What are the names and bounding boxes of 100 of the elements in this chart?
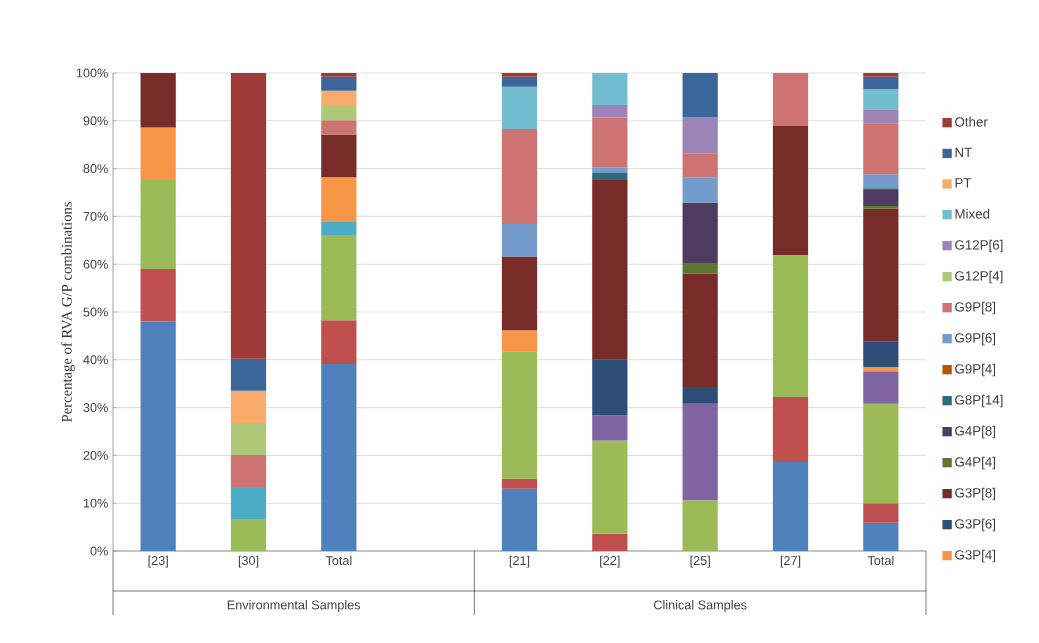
- bar: [682, 273, 718, 388]
- y-tick-label: 30%: [83, 403, 108, 413]
- y-tick-label: 80%: [83, 164, 108, 174]
- bar: [230, 390, 267, 423]
- bar: [230, 73, 267, 359]
- bar: [501, 256, 538, 331]
- bar: [592, 105, 628, 118]
- bar: [682, 500, 718, 551]
- bar: [321, 177, 357, 222]
- bar: [230, 518, 267, 551]
- bar: [592, 167, 628, 173]
- bar: [321, 73, 357, 77]
- bar: [140, 127, 176, 181]
- bar: [230, 422, 267, 455]
- bar: [140, 180, 176, 269]
- y-tick-label: 0%: [90, 546, 108, 556]
- bar: [863, 208, 899, 342]
- x-tick-label: [21]: [509, 555, 530, 568]
- x-tick-label: [22]: [600, 555, 620, 568]
- legend-label: G9P[8]: [955, 301, 996, 315]
- bar: [140, 268, 176, 322]
- bar: [321, 235, 357, 321]
- bar: [501, 128, 538, 225]
- y-tick-label: 50%: [83, 307, 108, 317]
- bar: [592, 73, 628, 106]
- y-tick-label: 40%: [83, 355, 108, 365]
- bar: [772, 462, 809, 551]
- legend-label: G3P[6]: [955, 518, 996, 532]
- text: Environmental Samples: [227, 600, 361, 612]
- bar: [501, 488, 538, 551]
- bar: [863, 76, 899, 90]
- bar: [592, 359, 628, 416]
- y-tick-label: 70%: [83, 211, 108, 221]
- legend-label: G8P[14]: [955, 394, 1003, 408]
- bar: [863, 89, 899, 110]
- x-tick-label: [25]: [690, 555, 710, 568]
- bar: [321, 76, 357, 91]
- y-tick-label: 20%: [83, 450, 108, 460]
- x-tick-label: [23]: [148, 555, 168, 568]
- legend-label: G9P[6]: [955, 332, 996, 346]
- bar: [592, 117, 628, 168]
- legend-label: G4P[4]: [955, 456, 996, 470]
- legend-label: G12P[6]: [955, 239, 1003, 253]
- bar: [863, 73, 899, 77]
- bar: [863, 174, 899, 189]
- legend-label: G9P[4]: [955, 363, 996, 377]
- bar: [592, 180, 628, 360]
- legend-label: G12P[4]: [955, 270, 1003, 284]
- bar: [682, 177, 718, 203]
- bar: [230, 486, 267, 519]
- y-tick-label: 60%: [83, 259, 108, 269]
- y-tick-label: 10%: [83, 498, 108, 508]
- bar: [863, 403, 899, 504]
- bar: [501, 330, 538, 352]
- bar: [321, 364, 357, 551]
- bar: [501, 478, 538, 489]
- y-axis-title: Percentage of RVA G/P combinations: [61, 202, 75, 423]
- x-tick-label: [30]: [238, 555, 259, 568]
- x-tick-label: Total: [325, 555, 352, 566]
- y-tick-label: 100%: [76, 68, 108, 78]
- bar: [592, 415, 628, 441]
- bar: [863, 371, 899, 404]
- bar: [592, 440, 628, 534]
- legend-label: NT: [955, 147, 972, 158]
- bar: [682, 153, 718, 178]
- bar: [321, 134, 357, 178]
- bar: [863, 341, 899, 367]
- legend-label: G3P[4]: [955, 549, 996, 563]
- bar: [772, 255, 809, 398]
- legend-label: G4P[8]: [955, 425, 996, 439]
- x-tick-label: Total: [867, 555, 894, 566]
- bar: [592, 172, 628, 181]
- bar: [321, 105, 357, 121]
- bar: [682, 387, 718, 404]
- legend-label: G3P[8]: [955, 487, 996, 501]
- bar: [321, 120, 357, 135]
- bar: [321, 320, 357, 365]
- bar: [682, 403, 718, 501]
- bar: [592, 533, 628, 551]
- bar: [772, 397, 809, 463]
- bar: [772, 126, 809, 256]
- bar: [772, 73, 809, 127]
- bar: [140, 73, 176, 128]
- bar: [501, 351, 538, 479]
- legend-label: Mixed: [955, 208, 990, 219]
- y-tick-label: 90%: [83, 116, 108, 126]
- bar: [501, 86, 538, 129]
- bar: [682, 202, 718, 264]
- bar: [682, 117, 718, 154]
- bar: [230, 358, 267, 391]
- bar: [501, 224, 538, 257]
- bar: [501, 76, 538, 87]
- bar: [863, 366, 899, 372]
- bar: [863, 123, 899, 175]
- bar: [682, 263, 718, 274]
- legend-label: PT: [955, 178, 972, 188]
- bar: [863, 190, 899, 206]
- bar: [321, 90, 357, 106]
- bar: [140, 321, 176, 551]
- legend-label: Other: [955, 116, 988, 127]
